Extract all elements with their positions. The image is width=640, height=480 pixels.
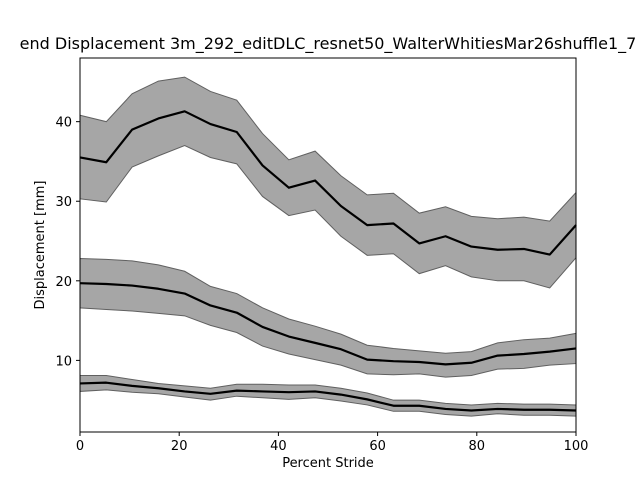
ticks: 0 20 40 60 80 100 10 20 30 40 — [55, 116, 588, 454]
axes-frame — [79, 57, 577, 433]
series-1-mean-line — [79, 110, 577, 256]
plot-area — [79, 76, 577, 417]
x-tick-label: 100 — [564, 439, 589, 454]
x-tick-label: 60 — [369, 439, 386, 454]
y-tick-label: 20 — [55, 275, 72, 290]
y-tick-label: 10 — [55, 354, 72, 369]
y-tick-label: 30 — [55, 195, 72, 210]
x-tick-label: 80 — [469, 439, 486, 454]
chart-title: end Displacement 3m_292_editDLC_resnet50… — [20, 34, 637, 54]
x-tick-label: 40 — [270, 439, 287, 454]
series-2-mean-line — [79, 282, 577, 366]
series-3-mean-line — [79, 381, 577, 412]
y-axis-label: Displacement [mm] — [33, 181, 48, 310]
x-tick-label: 20 — [171, 439, 188, 454]
x-axis-label: Percent Stride — [282, 456, 374, 471]
x-tick-label: 0 — [76, 439, 84, 454]
y-tick-label: 40 — [55, 116, 72, 131]
